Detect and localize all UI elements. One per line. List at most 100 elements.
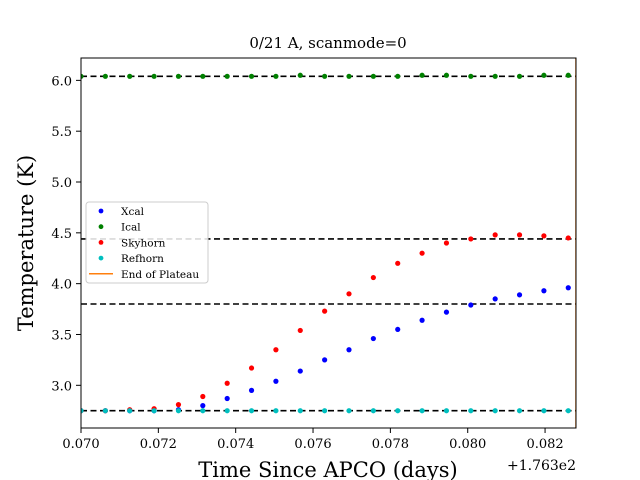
refhorn-point (224, 408, 230, 414)
x-tick-label: 0.076 (294, 437, 331, 452)
ical-point (322, 73, 328, 79)
refhorn-point (419, 408, 425, 414)
skyhorn-point (200, 393, 206, 400)
legend-marker-xcal (98, 208, 104, 214)
xcal-point (516, 292, 523, 298)
ical-point (370, 73, 376, 79)
ical-point (443, 72, 450, 78)
ical-point (127, 73, 133, 79)
skyhorn-point (224, 380, 230, 386)
ical-point (200, 73, 206, 79)
y-tick-label: 5.5 (51, 125, 72, 140)
ical-point (541, 72, 547, 78)
xcal-point (370, 335, 376, 342)
ical-point (248, 73, 255, 79)
skyhorn-point (322, 308, 328, 314)
ical-point (175, 73, 182, 79)
ical-point (516, 73, 523, 79)
xcal-point (297, 368, 303, 374)
ical-point (492, 73, 498, 79)
ical-point (468, 73, 474, 79)
skyhorn-point (541, 233, 547, 239)
xcal-point (443, 309, 450, 315)
x-axis-label: Time Since APCO (days) (198, 458, 457, 480)
xcal-point (395, 326, 401, 333)
plot-area: 0.070 0.072 0.074 0.076 0.078 0.080 0.082 3.0 3.… (51, 57, 577, 452)
ical-point (81, 73, 84, 79)
legend-label-end-of-plateau: End of Plateau (121, 269, 199, 281)
ical-point (151, 73, 157, 79)
x-tick-label: 0.070 (62, 437, 99, 452)
xcal-point (492, 296, 498, 302)
xcal-point (273, 378, 279, 384)
skyhorn-point (492, 232, 498, 238)
skyhorn-point (273, 347, 279, 353)
skyhorn-point (468, 236, 474, 242)
refhorn-point (127, 408, 133, 414)
y-tick-label: 6.0 (51, 74, 72, 89)
ical-point (565, 72, 571, 78)
x-tick-label: 0.078 (372, 437, 409, 452)
refhorn-point (175, 408, 182, 414)
refhorn-point (81, 408, 84, 414)
chart-title: 0/21 A, scanmode=0 (249, 34, 406, 52)
xcal-point (200, 403, 206, 409)
refhorn-point (297, 408, 303, 414)
ical-point (419, 72, 425, 78)
refhorn-point (102, 408, 108, 414)
xcal-point (565, 285, 571, 291)
xcal-point (419, 317, 425, 323)
legend-label-xcal: Xcal (121, 206, 145, 218)
skyhorn-point (443, 240, 450, 246)
refhorn-point (151, 408, 157, 414)
y-tick-label: 5.0 (51, 176, 72, 191)
ical-point (346, 73, 352, 79)
refhorn-point (443, 408, 450, 414)
y-tick-label: 4.0 (51, 278, 72, 293)
x-tick-label: 0.074 (217, 437, 254, 452)
xcal-point (468, 302, 474, 308)
skyhorn-point (516, 232, 523, 238)
refhorn-point (346, 408, 352, 414)
refhorn-point (516, 408, 523, 414)
legend-marker-refhorn (98, 255, 104, 261)
refhorn-point (395, 408, 401, 414)
legend-marker-ical (98, 224, 104, 230)
xcal-point (248, 387, 255, 393)
legend-label-skyhorn: Skyhorn (121, 237, 166, 249)
axes-frame (80, 57, 577, 429)
x-offset-label: +1.763e2 (507, 458, 576, 474)
y-tick-label: 3.0 (51, 379, 72, 394)
legend-label-refhorn: Refhorn (121, 253, 164, 265)
refhorn-point (565, 408, 571, 414)
legend-box (85, 201, 209, 284)
refhorn-point (370, 408, 376, 414)
skyhorn-point (346, 291, 352, 297)
legend: Xcal Ical Skyhorn Refhorn End of Plateau (85, 201, 209, 284)
y-axis-label: Temperature (K) (14, 155, 38, 331)
xcal-point (322, 357, 328, 363)
skyhorn-point (248, 365, 255, 371)
plot-marks (81, 58, 576, 428)
xcal-point (346, 347, 352, 353)
y-tick-label: 4.5 (51, 227, 72, 242)
refhorn-point (273, 408, 279, 414)
xcal-point (541, 288, 547, 294)
ical-point (395, 73, 401, 79)
skyhorn-point (175, 402, 182, 408)
ical-point (224, 73, 230, 79)
skyhorn-point (419, 250, 425, 256)
legend-marker-skyhorn (98, 240, 104, 245)
refhorn-point (322, 408, 328, 414)
xcal-point (224, 395, 230, 402)
refhorn-point (200, 408, 206, 414)
x-tick-label: 0.082 (526, 437, 563, 452)
x-tick-label: 0.080 (449, 437, 486, 452)
skyhorn-point (297, 327, 303, 334)
ical-point (273, 73, 279, 79)
skyhorn-point (565, 235, 571, 241)
skyhorn-point (370, 274, 376, 281)
refhorn-point (541, 408, 547, 414)
skyhorn-point (395, 260, 401, 266)
